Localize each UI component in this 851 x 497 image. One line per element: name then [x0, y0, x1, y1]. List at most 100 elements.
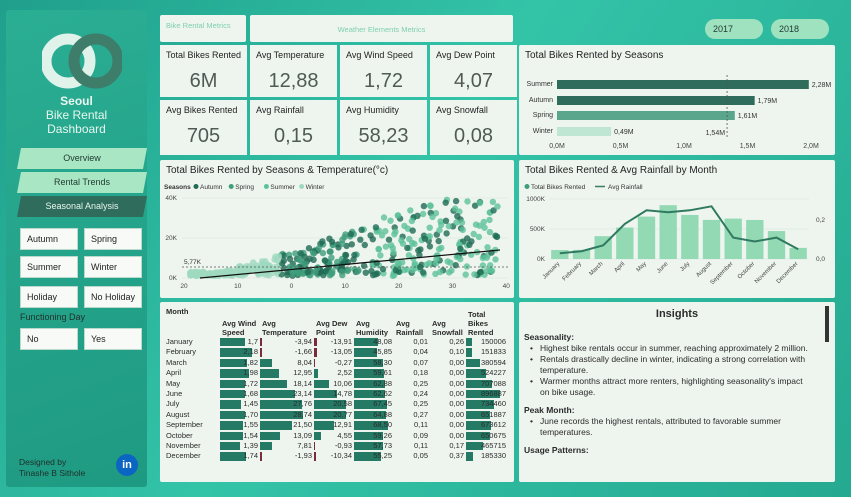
cell-databar: [466, 410, 491, 420]
kpi-avg-bikes: Avg Bikes Rented 705: [160, 100, 247, 155]
filter-functioning-yes[interactable]: Yes: [84, 328, 142, 350]
kpi-avg-humidity: Avg Humidity 58,23: [340, 100, 427, 155]
cell-databar: [354, 390, 386, 399]
nav-rental-trends[interactable]: Rental Trends: [17, 172, 147, 193]
table-cell-month: July: [166, 399, 180, 409]
col-header[interactable]: Avg Wind Speed: [222, 319, 257, 337]
cell-databar: [354, 348, 377, 357]
month-y-tick: 1000K: [526, 196, 545, 203]
table-cell-month: January: [166, 337, 193, 346]
scatter-point: [361, 241, 368, 249]
filter-summer[interactable]: Summer: [20, 256, 78, 278]
filter-functioning-no[interactable]: No: [20, 328, 78, 350]
cell-value: 12,91: [333, 420, 352, 430]
cell-value: 673612: [480, 420, 506, 430]
filter-no-holiday[interactable]: No Holiday: [84, 286, 142, 308]
table-cell: 62,88: [354, 379, 394, 389]
insights-scrollbar[interactable]: [825, 306, 829, 342]
kpi-avg-wind-speed: Avg Wind Speed 1,72: [340, 45, 427, 97]
cell-value: 650675: [480, 430, 506, 440]
insights-bullet: Highest bike rentals occur in summer, re…: [524, 343, 814, 354]
table-row: July 1,45 27,76 20,58 67,45 0,25 0,00 734460: [164, 399, 508, 409]
cell-value: 1,55: [243, 420, 258, 430]
scatter-point: [192, 268, 199, 276]
scatter-point: [475, 233, 483, 241]
cell-databar: [314, 442, 316, 451]
cell-value: 14,78: [333, 389, 352, 399]
tab-bike-rental-metrics[interactable]: Bike Rental Metrics: [160, 15, 246, 42]
nav-overview[interactable]: Overview: [17, 148, 147, 169]
year-2017-button[interactable]: 2017: [705, 19, 763, 39]
cell-value: 23,14: [293, 389, 312, 399]
col-header[interactable]: Avg Dew Point: [316, 319, 348, 337]
col-header[interactable]: Avg Snowfall: [432, 319, 463, 337]
month-x-tick: July: [679, 261, 691, 273]
table-cell: -13,91: [314, 337, 354, 347]
cell-databar: [260, 358, 273, 368]
col-header[interactable]: Avg Humidity: [356, 319, 389, 337]
cell-databar: [354, 358, 383, 368]
table-cell: -13,05: [314, 347, 354, 357]
cell-value: -0,93: [334, 441, 352, 451]
season-category-label: Spring: [533, 112, 553, 119]
table-row: February 2,18 -1,66 -13,05 45,85 0,04 0,10 1518…: [164, 347, 508, 357]
linkedin-icon[interactable]: in: [116, 454, 138, 476]
col-header[interactable]: Avg Rainfall: [396, 319, 424, 337]
bike-logo-icon: [42, 33, 122, 89]
col-header[interactable]: Total Bikes Rented: [468, 310, 494, 337]
table-cell: 0,09: [413, 430, 428, 440]
col-header[interactable]: Avg Temperature: [262, 319, 307, 337]
scatter-point: [494, 203, 501, 210]
scatter-point: [470, 230, 477, 238]
table-row: June 1,68 23,14 14,78 62,62 0,24 0,00 896887: [164, 389, 508, 399]
month-bar: [572, 249, 591, 259]
scatter-point: [458, 219, 466, 226]
cell-databar: [314, 452, 317, 461]
scatter-point: [445, 223, 453, 230]
cell-value: 57,73: [373, 441, 392, 451]
scatter-point: [327, 248, 334, 255]
cell-value: 1,74: [243, 451, 258, 461]
scatter-legend-marker: [228, 184, 234, 189]
month-bar: [659, 205, 677, 259]
scatter-point: [198, 271, 205, 278]
tab-weather-elements-metrics[interactable]: Weather Elements Metrics: [250, 15, 513, 42]
cell-databar: [220, 348, 252, 357]
table-cell: 67,45: [354, 399, 394, 409]
scatter-point: [429, 213, 436, 221]
kpi-avg-dew-point: Avg Dew Point 4,07: [430, 45, 517, 97]
scatter-reference-label: 5,77K: [184, 259, 202, 266]
col-header[interactable]: Month: [166, 307, 189, 316]
filter-winter[interactable]: Winter: [84, 256, 142, 278]
insights-bullet: June records the highest rentals, attrib…: [524, 416, 814, 438]
season-x-tick: 1,5M: [740, 143, 756, 150]
cell-databar: [314, 338, 318, 347]
cell-databar: [314, 400, 346, 409]
kpi-label: Avg Dew Point: [436, 50, 495, 60]
scatter-point: [443, 230, 450, 237]
table-cell: 651887: [466, 410, 508, 420]
cell-databar: [354, 400, 388, 409]
scatter-point: [348, 241, 355, 248]
cell-value: 185330: [480, 451, 506, 461]
year-2018-button[interactable]: 2018: [771, 19, 829, 39]
scatter-point: [310, 250, 317, 257]
filter-holiday[interactable]: Holiday: [20, 286, 78, 308]
month-bar: [702, 219, 721, 259]
table-row: December 1,74 -1,93 -10,34 55,25 0,05 0,37 1853…: [164, 451, 508, 461]
cell-value: 21,50: [293, 420, 312, 430]
cell-databar: [354, 369, 384, 378]
filter-autumn[interactable]: Autumn: [20, 228, 78, 250]
cell-databar: [354, 379, 386, 389]
cell-value: 1,98: [243, 368, 258, 378]
scatter-point: [284, 271, 291, 279]
filter-spring[interactable]: Spring: [84, 228, 142, 250]
scatter-point: [404, 244, 411, 252]
cell-databar: [220, 400, 242, 409]
nav-seasonal-analysis[interactable]: Seasonal Analysis: [17, 196, 147, 217]
table-cell: 12,91: [314, 420, 354, 430]
table-cell: 0,00: [449, 409, 464, 419]
cell-databar: [314, 431, 321, 441]
table-cell: 20,58: [314, 399, 354, 409]
table-cell: 0,18: [413, 368, 428, 378]
